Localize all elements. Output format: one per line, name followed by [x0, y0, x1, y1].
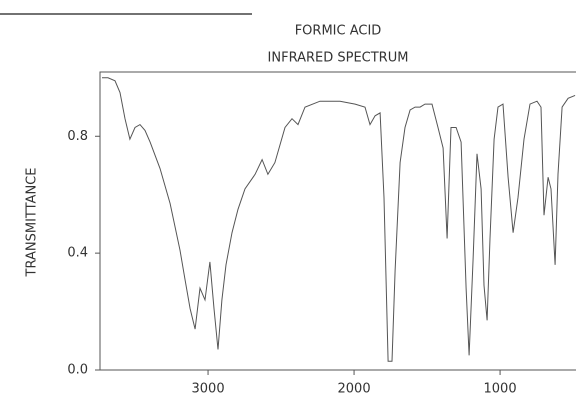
plot-frame [99, 71, 576, 371]
x-tick-label: 2000 [338, 382, 371, 397]
y-tick-label: 0.0 [67, 363, 88, 378]
x-tick-label: 1000 [484, 382, 517, 397]
y-axis-label: TRANSMITTANCE [25, 168, 40, 278]
x-tick-label: 3000 [192, 382, 225, 397]
y-tick-label: 0.8 [67, 129, 88, 144]
y-tick-label: 0.4 [67, 246, 88, 261]
chart-title: FORMIC ACID [295, 24, 382, 39]
spectrum-line [102, 77, 576, 362]
chart-subtitle: INFRARED SPECTRUM [268, 51, 409, 66]
